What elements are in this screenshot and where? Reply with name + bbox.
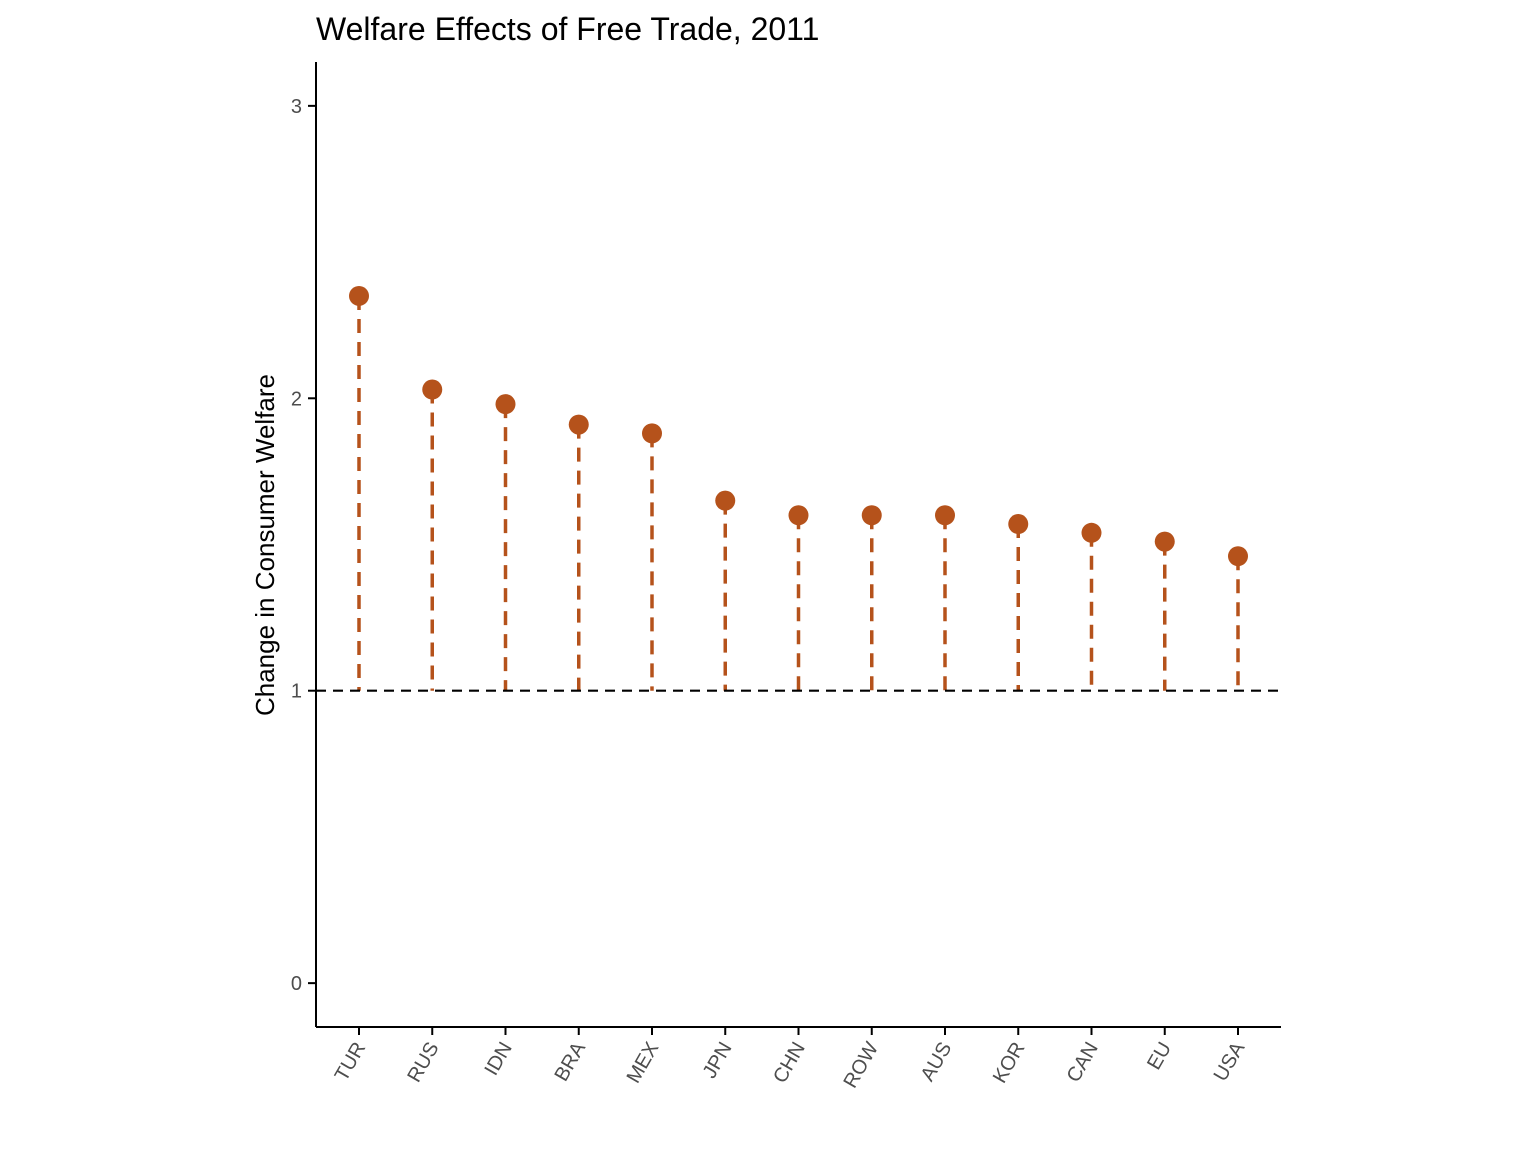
x-tick-label-usa: USA bbox=[1210, 1038, 1250, 1085]
chart-title: Welfare Effects of Free Trade, 2011 bbox=[316, 11, 819, 47]
point-tur bbox=[349, 285, 369, 306]
x-tick-label-aus: AUS bbox=[917, 1039, 957, 1086]
x-tick-label-can: CAN bbox=[1063, 1039, 1103, 1087]
x-tick-label-idn: IDN bbox=[481, 1039, 517, 1080]
point-rus bbox=[422, 379, 443, 400]
point-kor bbox=[1008, 514, 1029, 535]
x-tick-label-jpn: JPN bbox=[699, 1039, 737, 1083]
y-axis-label: Change in Consumer Welfare bbox=[250, 374, 280, 716]
point-mex bbox=[642, 423, 662, 444]
x-tick-label-bra: BRA bbox=[550, 1038, 590, 1085]
point-jpn bbox=[715, 490, 736, 511]
y-tick-label: 0 bbox=[291, 973, 302, 995]
x-tick-label-mex: MEX bbox=[623, 1039, 664, 1088]
point-aus bbox=[935, 505, 955, 526]
y-tick-label: 3 bbox=[291, 96, 302, 118]
point-eu bbox=[1154, 531, 1175, 552]
x-tick-label-rus: RUS bbox=[403, 1039, 443, 1087]
y-tick-label: 2 bbox=[291, 388, 302, 410]
point-usa bbox=[1228, 546, 1248, 567]
point-can bbox=[1081, 522, 1102, 543]
point-idn bbox=[495, 394, 516, 415]
point-chn bbox=[788, 505, 809, 526]
y-tick-label: 1 bbox=[291, 681, 302, 703]
point-row bbox=[861, 505, 882, 526]
x-tick-label-tur: TUR bbox=[331, 1039, 371, 1086]
plot-area: 0 1 2 3 TUR RUS IDN BRA MEX JPN CHN ROW AUS KOR CAN EU U… bbox=[291, 62, 1281, 1092]
x-tick-label-chn: CHN bbox=[769, 1039, 810, 1088]
x-tick-label-eu: EU bbox=[1143, 1039, 1176, 1074]
x-tick-label-kor: KOR bbox=[989, 1039, 1030, 1088]
x-tick-label-row: ROW bbox=[840, 1038, 884, 1091]
point-bra bbox=[568, 414, 589, 435]
